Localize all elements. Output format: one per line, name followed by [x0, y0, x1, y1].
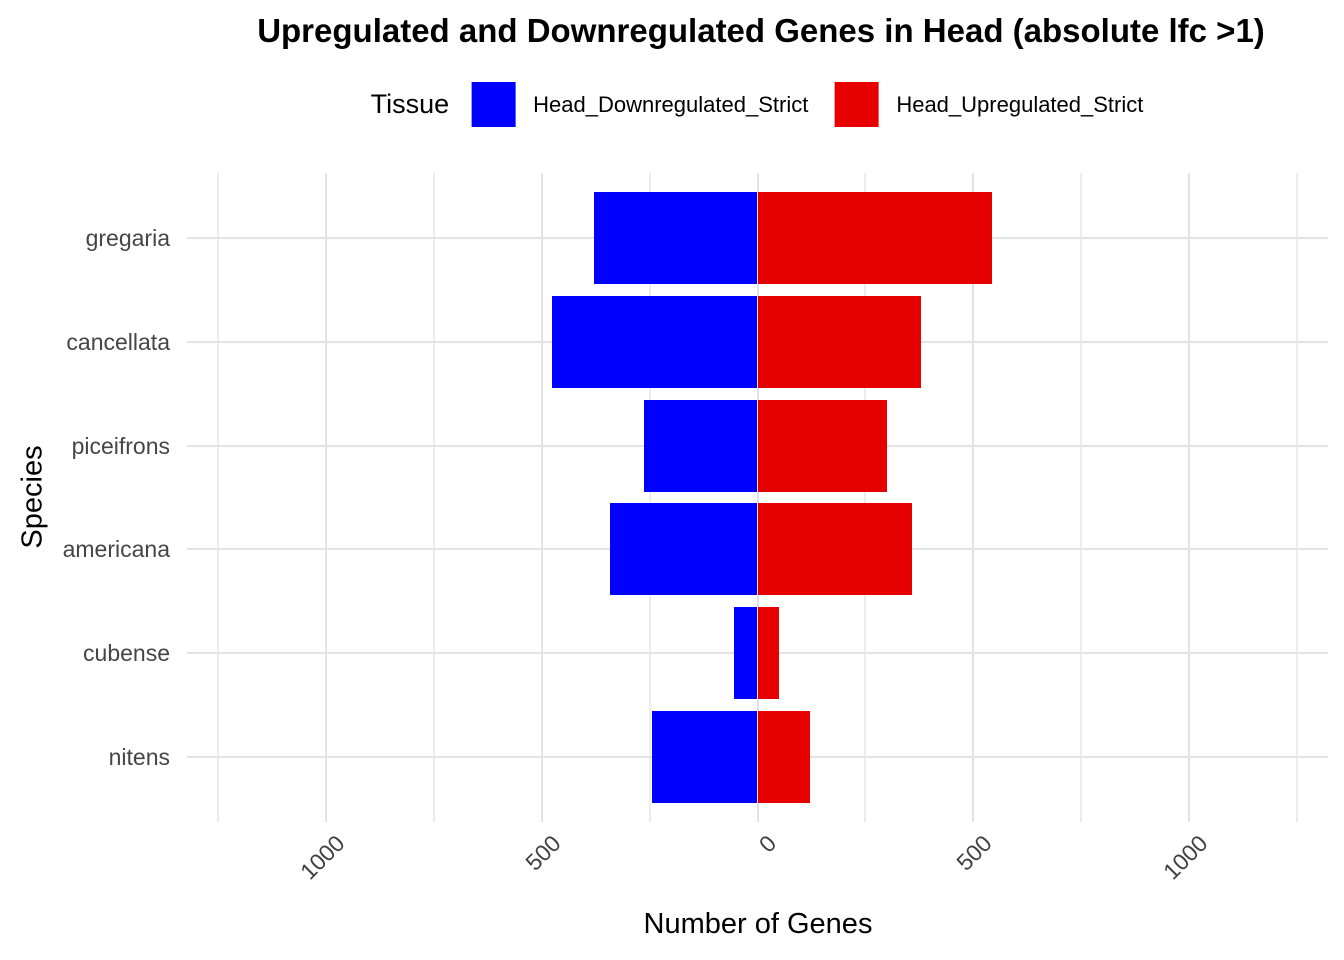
x-tick-label: 500 — [519, 830, 566, 876]
x-minor-gridline — [864, 173, 867, 822]
legend-entry-downregulated: Head_Downregulated_Strict — [471, 82, 808, 127]
bar-upregulated-gregaria — [757, 191, 992, 284]
bar-downregulated-gregaria — [593, 191, 758, 284]
y-tick-label-cubense: cubense — [83, 640, 170, 667]
x-tick-label: 500 — [950, 830, 997, 876]
x-axis-title: Number of Genes — [643, 908, 873, 940]
x-minor-gridline — [648, 173, 651, 822]
x-tick-label: 0 — [753, 830, 781, 858]
legend-entry-upregulated: Head_Upregulated_Strict — [834, 82, 1143, 127]
x-minor-gridline — [433, 173, 436, 822]
legend-label-upregulated: Head_Upregulated_Strict — [896, 91, 1144, 117]
bar-downregulated-americana — [610, 503, 758, 596]
x-minor-gridline — [217, 173, 220, 822]
x-major-gridline — [325, 173, 328, 822]
x-major-gridline — [1187, 173, 1190, 822]
x-major-gridline — [756, 173, 759, 822]
bar-upregulated-piceifrons — [757, 399, 888, 492]
y-tick-label-cancellata: cancellata — [66, 328, 170, 355]
y-tick-label-americana: americana — [62, 536, 170, 563]
bar-downregulated-piceifrons — [643, 399, 758, 492]
legend-swatch-blue-icon — [471, 82, 516, 127]
y-tick-label-piceifrons: piceifrons — [71, 432, 170, 459]
y-tick-label-nitens: nitens — [108, 744, 170, 771]
legend-label-downregulated: Head_Downregulated_Strict — [533, 91, 809, 117]
bar-downregulated-nitens — [651, 711, 758, 804]
bar-downregulated-cancellata — [552, 295, 758, 388]
bar-upregulated-nitens — [757, 711, 810, 804]
x-minor-gridline — [1079, 173, 1082, 822]
y-tick-label-gregaria: gregaria — [85, 224, 170, 251]
x-major-gridline — [540, 173, 543, 822]
y-axis-title: Species — [16, 445, 49, 549]
x-minor-gridline — [1295, 173, 1298, 822]
legend-title: Tissue — [370, 89, 450, 119]
bar-upregulated-cubense — [757, 607, 779, 700]
bar-upregulated-cancellata — [757, 295, 921, 388]
x-tick-label: 1000 — [1157, 830, 1213, 885]
bar-upregulated-americana — [757, 503, 912, 596]
legend-swatch-red-icon — [834, 82, 879, 127]
chart-title: Upregulated and Downregulated Genes in H… — [257, 12, 1265, 49]
x-tick-label: 1000 — [295, 830, 350, 885]
x-major-gridline — [972, 173, 975, 822]
bar-downregulated-cubense — [733, 607, 758, 700]
legend: Tissue Head_Downregulated_Strict Head_Up… — [370, 82, 1143, 127]
